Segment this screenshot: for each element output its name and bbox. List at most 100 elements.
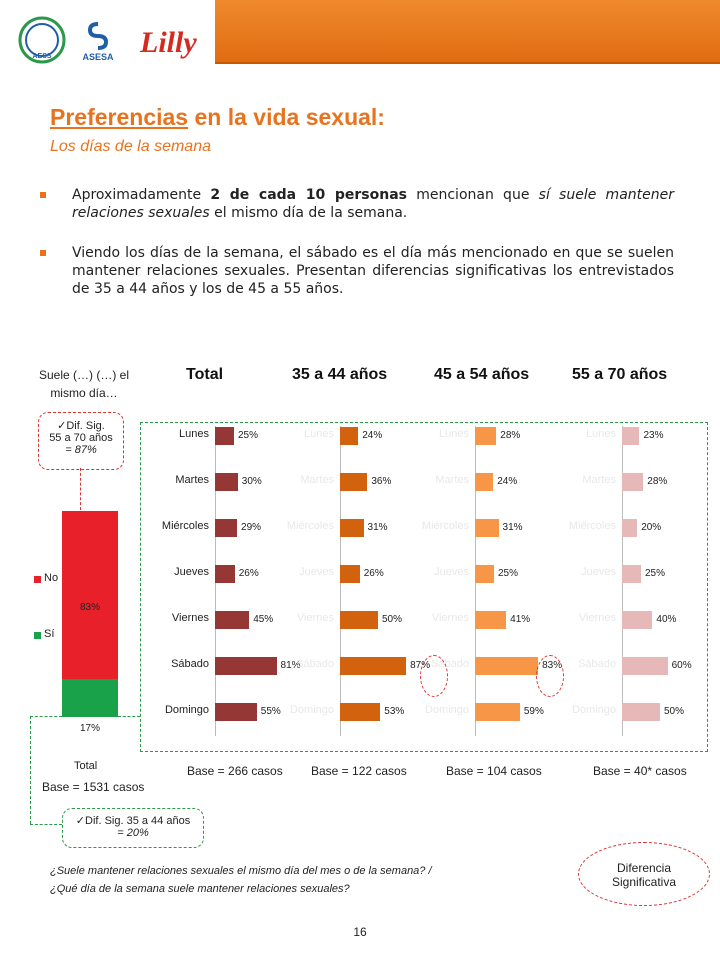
bar bbox=[475, 565, 494, 583]
bullet-text: Aproximadamente bbox=[72, 187, 211, 203]
bar bbox=[215, 565, 235, 583]
bar-value-label: 25% bbox=[498, 568, 519, 579]
bar bbox=[215, 473, 238, 491]
bar-value-label: 26% bbox=[363, 568, 384, 579]
page-subtitle: Los días de la semana bbox=[50, 138, 211, 155]
bar bbox=[475, 519, 499, 537]
callout-dif-sig-bottom: ✓Dif. Sig. 35 a 44 años = 20% bbox=[62, 808, 204, 848]
aess-text: AESS bbox=[32, 53, 51, 60]
green-connector-h2 bbox=[30, 824, 62, 825]
col-title-total: Total bbox=[186, 366, 224, 383]
bar bbox=[215, 611, 250, 629]
col-title-35-44: 35 a 44 años bbox=[292, 366, 388, 383]
bar bbox=[215, 427, 234, 445]
bullet-list: Aproximadamente 2 de cada 10 personas me… bbox=[38, 186, 674, 320]
day-label: Sábado bbox=[296, 658, 334, 670]
header-line bbox=[215, 62, 720, 64]
bar-value-label: 26% bbox=[238, 568, 259, 579]
bar bbox=[340, 519, 364, 537]
callout-top-line2: 55 a 70 años bbox=[49, 432, 113, 444]
day-label: Lunes bbox=[439, 428, 469, 440]
bar-value-label: 53% bbox=[384, 706, 405, 717]
bar bbox=[215, 703, 257, 721]
chart-frame bbox=[140, 422, 708, 752]
green-connector-h3 bbox=[118, 716, 140, 717]
legend-si-label: Sí bbox=[44, 628, 55, 640]
day-label: Sábado bbox=[171, 658, 209, 670]
bar bbox=[340, 657, 407, 675]
bar bbox=[340, 427, 359, 445]
asesa-text: ASESA bbox=[82, 52, 114, 62]
bar-value-label: 59% bbox=[523, 706, 544, 717]
base-35-44: Base = 122 casos bbox=[311, 764, 407, 778]
bar-value-label: 23% bbox=[643, 430, 664, 441]
stack-bar-si bbox=[62, 679, 118, 717]
day-label: Martes bbox=[435, 474, 469, 486]
bar bbox=[622, 519, 638, 537]
base-55-70: Base = 40* casos bbox=[593, 764, 687, 778]
bar bbox=[340, 565, 360, 583]
base-total: Base = 266 casos bbox=[187, 764, 283, 778]
day-label: Viernes bbox=[171, 612, 209, 624]
bullet-item: Aproximadamente 2 de cada 10 personas me… bbox=[38, 186, 674, 222]
day-label: Sábado bbox=[578, 658, 616, 670]
bar bbox=[622, 657, 668, 675]
day-label: Viernes bbox=[296, 612, 334, 624]
bar bbox=[340, 703, 381, 721]
callout-bottom-line1: ✓Dif. Sig. 35 a 44 años bbox=[75, 815, 191, 827]
logo-area: AESS ASESA Lilly bbox=[0, 0, 215, 64]
bar bbox=[622, 473, 644, 491]
legend-no-swatch bbox=[34, 576, 41, 583]
significance-label-2: Significativa bbox=[611, 875, 677, 889]
callout-top-line3: = 87% bbox=[65, 444, 97, 456]
bar bbox=[475, 657, 539, 675]
bar-value-label: 31% bbox=[502, 522, 523, 533]
bar-value-label: 28% bbox=[647, 476, 668, 487]
bullet-text: Viendo los días de la semana, el sábado … bbox=[72, 245, 674, 297]
bar bbox=[475, 427, 497, 445]
green-connector-h1 bbox=[30, 716, 62, 717]
page-number: 16 bbox=[353, 925, 367, 939]
page-title: Preferencias en la vida sexual: bbox=[50, 104, 385, 130]
day-label: Viernes bbox=[578, 612, 616, 624]
bar-value-label: 45% bbox=[253, 614, 274, 625]
day-label: Lunes bbox=[179, 428, 209, 440]
day-label: Lunes bbox=[586, 428, 616, 440]
significance-legend: Diferencia Significativa bbox=[578, 842, 710, 906]
bar-value-label: 20% bbox=[641, 522, 662, 533]
callout-top-line1: ✓Dif. Sig. bbox=[57, 420, 105, 432]
day-label: Martes bbox=[582, 474, 616, 486]
day-label: Jueves bbox=[581, 566, 616, 578]
bullet-marker bbox=[40, 192, 46, 198]
bar bbox=[622, 703, 660, 721]
bar-value-label: 24% bbox=[497, 476, 518, 487]
base-45-54: Base = 104 casos bbox=[446, 764, 542, 778]
bullet-text: 2 de cada 10 personas bbox=[210, 187, 408, 203]
total-base: Base = 1531 casos bbox=[42, 780, 145, 794]
bar bbox=[215, 657, 277, 675]
bar-value-label: 25% bbox=[645, 568, 666, 579]
bar bbox=[475, 611, 507, 629]
bar bbox=[622, 611, 653, 629]
asesa-logo: ASESA bbox=[82, 22, 114, 62]
bar bbox=[622, 427, 640, 445]
bar-value-label: 24% bbox=[362, 430, 383, 441]
col-title-45-54: 45 a 54 años bbox=[434, 366, 530, 383]
bar-value-label: 36% bbox=[371, 476, 392, 487]
significance-label-1: Diferencia bbox=[616, 861, 672, 875]
bullet-text: sí suele mantener relaciones sexuales bbox=[72, 187, 674, 221]
highlight-35-44-sabado bbox=[420, 655, 448, 697]
bar-value-label: 50% bbox=[382, 614, 403, 625]
day-label: Jueves bbox=[174, 566, 209, 578]
stack-si-label: 17% bbox=[79, 723, 100, 734]
col-title-55-70: 55 a 70 años bbox=[572, 366, 668, 383]
day-label: Martes bbox=[175, 474, 209, 486]
bar-value-label: 25% bbox=[238, 430, 259, 441]
day-label: Miércoles bbox=[286, 520, 334, 532]
survey-question: ¿Suele mantener relaciones sexuales el m… bbox=[50, 862, 432, 898]
day-label: Domingo bbox=[571, 704, 616, 716]
day-label: Viernes bbox=[431, 612, 469, 624]
day-label: Martes bbox=[300, 474, 334, 486]
logos: AESS ASESA Lilly bbox=[18, 16, 197, 64]
total-axis-label: Total bbox=[74, 760, 98, 772]
